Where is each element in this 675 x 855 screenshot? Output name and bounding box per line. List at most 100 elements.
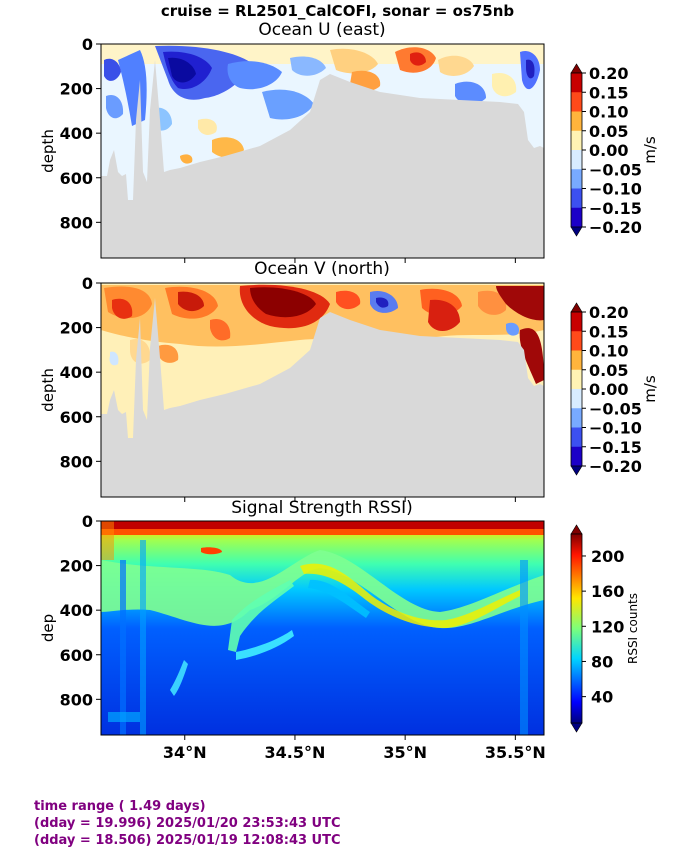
colorbar-label: m/s xyxy=(641,136,659,164)
rssi-field xyxy=(101,521,544,735)
colorbar-tick-label: 40 xyxy=(591,688,613,707)
colorbar-extend-min xyxy=(570,465,583,476)
colorbar-frame xyxy=(570,72,583,228)
y-tick-label: 400 xyxy=(60,601,93,620)
panel-ocean-u: Ocean U (east) xyxy=(39,20,545,263)
panel-rssi-x-axis: 34°N 34.5°N 35°N 35.5°N xyxy=(163,735,546,762)
x-tick-label: 35.5°N xyxy=(485,743,546,762)
colorbar-tick-label: 0.00 xyxy=(589,141,628,160)
colorbar-tick-label: 0.00 xyxy=(589,380,628,399)
y-tick-label: 800 xyxy=(60,452,93,471)
panel-v-y-axis: 0 200 400 600 800 xyxy=(60,274,101,471)
colorbar-segment xyxy=(571,369,582,390)
colorbar-segment xyxy=(571,207,582,228)
panel-v-x-ticks xyxy=(184,497,516,502)
colorbar-frame xyxy=(570,311,583,467)
y-tick-label: 600 xyxy=(60,408,93,427)
colorbar-segment xyxy=(571,92,582,112)
panel-rssi-frame xyxy=(100,520,545,736)
colorbar-segment xyxy=(571,111,582,132)
panel-rssi-y-axis: 0 200 400 600 800 xyxy=(60,512,101,709)
colorbar-gradient xyxy=(571,534,582,723)
panel-u-ylabel: depth xyxy=(39,129,57,173)
colorbar-v: 0.200.150.100.050.00−0.05−0.10−0.15−0.20… xyxy=(570,302,659,476)
ocean-v-field xyxy=(101,283,544,497)
colorbar-segment xyxy=(571,169,582,189)
colorbar-segment xyxy=(571,427,582,448)
panel-v-title: Ocean V (north) xyxy=(254,259,390,279)
colorbar-segment xyxy=(571,331,582,351)
colorbar-tick-label: −0.15 xyxy=(589,199,642,218)
colorbar-extend-max xyxy=(570,524,583,535)
colorbar-segment xyxy=(571,350,582,371)
panel-u-y-axis: 0 200 400 600 800 xyxy=(60,35,101,232)
colorbar-u: 0.200.150.100.050.00−0.05−0.10−0.15−0.20… xyxy=(570,63,659,237)
panel-v-frame xyxy=(100,282,545,498)
colorbar-frame xyxy=(570,533,583,724)
panel-rssi-ylabel: dep xyxy=(39,614,57,642)
colorbar-tick-label: 0.10 xyxy=(589,342,628,361)
panel-rssi-title: Signal Strength RSSI) xyxy=(231,498,413,518)
colorbar-tick-label: 160 xyxy=(591,582,624,601)
colorbar-segment xyxy=(571,312,582,332)
colorbar-segment xyxy=(571,446,582,467)
colorbar-tick-label: 0.05 xyxy=(589,361,628,380)
colorbar-tick-label: −0.15 xyxy=(589,438,642,457)
y-tick-label: 0 xyxy=(82,274,93,293)
colorbar-extend-min xyxy=(570,722,583,733)
colorbar-tick-label: −0.05 xyxy=(589,399,642,418)
panel-u-title: Ocean U (east) xyxy=(258,20,385,40)
footer-line-end-time: (dday = 19.996) 2025/01/20 23:53:43 UTC xyxy=(34,816,341,831)
colorbar-tick-label: −0.20 xyxy=(589,457,642,476)
colorbar-tick-label: −0.05 xyxy=(589,160,642,179)
colorbar-tick-label: 0.20 xyxy=(589,64,628,83)
y-tick-label: 600 xyxy=(60,646,93,665)
y-tick-label: 0 xyxy=(82,512,93,531)
colorbar-tick-label: 80 xyxy=(591,652,613,671)
x-tick-label: 35°N xyxy=(383,743,427,762)
y-tick-label: 200 xyxy=(60,319,93,338)
colorbar-segment xyxy=(571,150,582,170)
colorbar-extend-min xyxy=(570,226,583,237)
colorbar-tick-label: 120 xyxy=(591,617,624,636)
colorbar-tick-label: 0.15 xyxy=(589,322,628,341)
y-tick-label: 800 xyxy=(60,690,93,709)
ocean-u-field xyxy=(101,44,544,258)
panel-u-x-ticks xyxy=(184,258,516,263)
colorbar-segment xyxy=(571,389,582,409)
colorbar-segment xyxy=(571,73,582,93)
colorbar-tick-label: −0.10 xyxy=(589,180,642,199)
colorbar-tick-label: 0.15 xyxy=(589,83,628,102)
colorbar-label: RSSI counts xyxy=(626,593,640,664)
y-tick-label: 200 xyxy=(60,80,93,99)
y-tick-label: 800 xyxy=(60,213,93,232)
time-range-footer: time range ( 1.49 days) (dday = 19.996) … xyxy=(34,798,341,849)
y-tick-label: 200 xyxy=(60,557,93,576)
figure-suptitle: cruise = RL2501_CalCOFI, sonar = os75nb xyxy=(160,2,515,20)
colorbar-label: m/s xyxy=(641,375,659,403)
colorbar-tick-label: 200 xyxy=(591,547,624,566)
colorbar-rssi: 200 160 120 80 40 RSSI counts xyxy=(570,524,640,733)
x-tick-label: 34°N xyxy=(163,743,207,762)
colorbar-tick-label: −0.10 xyxy=(589,419,642,438)
colorbar-segment xyxy=(571,130,582,151)
panel-v-ylabel: depth xyxy=(39,368,57,412)
colorbar-tick-label: −0.20 xyxy=(589,218,642,237)
colorbar-tick-label: 0.10 xyxy=(589,103,628,122)
colorbar-tick-label: 0.05 xyxy=(589,122,628,141)
colorbar-extend-max xyxy=(570,302,583,313)
colorbar-extend-max xyxy=(570,63,583,74)
colorbar-segment xyxy=(571,188,582,209)
panel-u-frame xyxy=(100,43,545,259)
y-tick-label: 400 xyxy=(60,363,93,382)
y-tick-label: 600 xyxy=(60,169,93,188)
footer-line-time-range: time range ( 1.49 days) xyxy=(34,799,206,814)
x-tick-label: 34.5°N xyxy=(265,743,326,762)
colorbar-segment xyxy=(571,408,582,428)
colorbar-tick-label: 0.20 xyxy=(589,303,628,322)
footer-line-start-time: (dday = 18.506) 2025/01/19 12:08:43 UTC xyxy=(34,833,341,848)
y-tick-label: 400 xyxy=(60,124,93,143)
